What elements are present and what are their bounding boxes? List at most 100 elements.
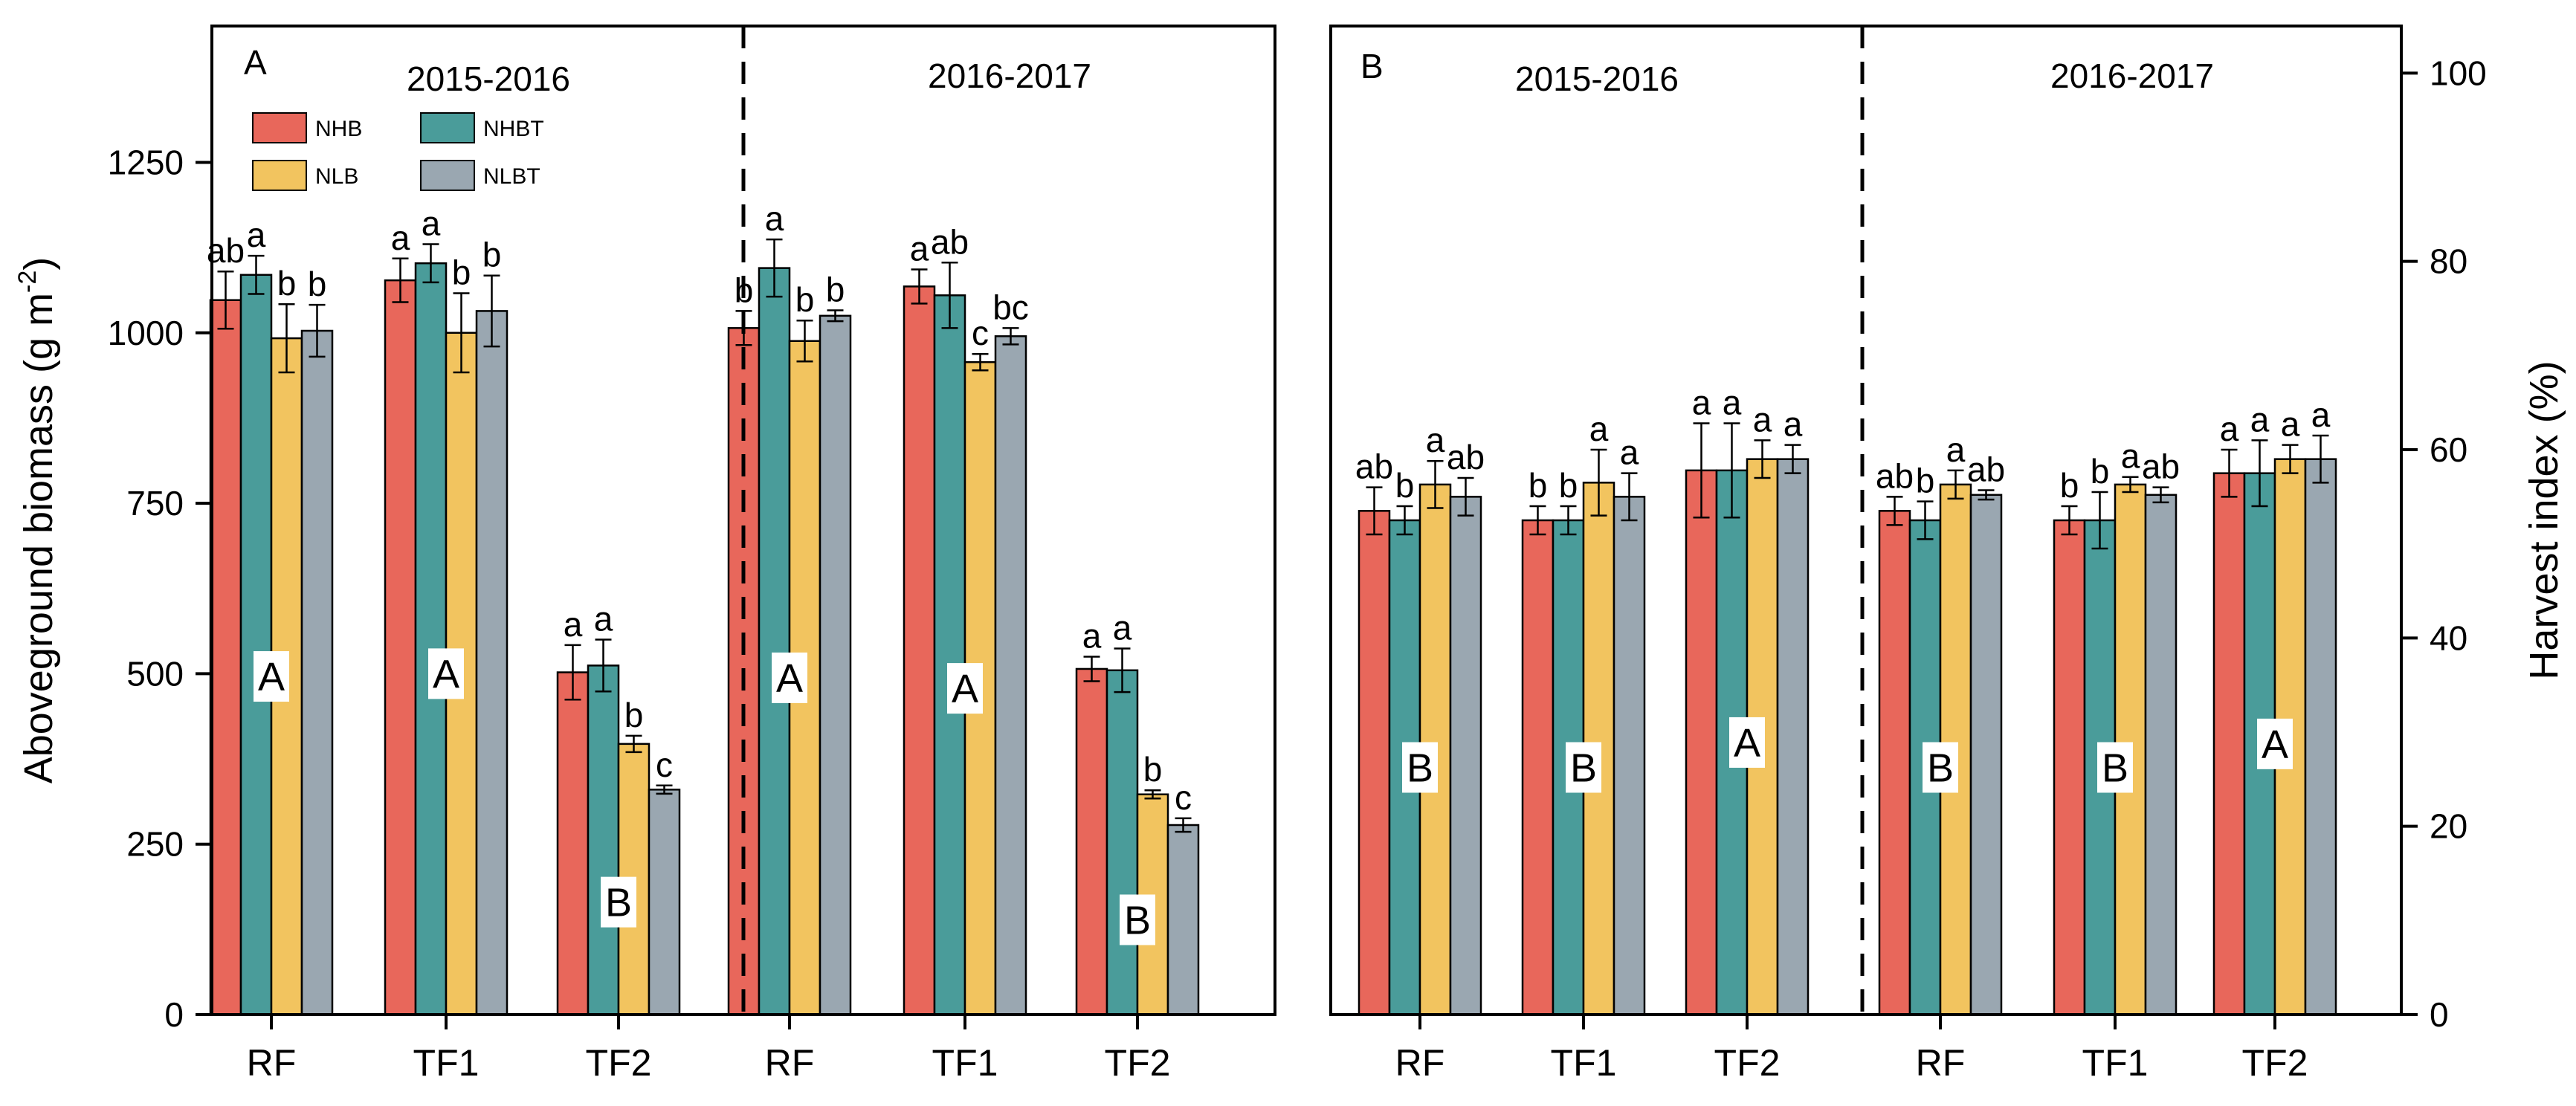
panel-a-x-tick-label: TF1 [932, 1042, 998, 1084]
panel-b-group-letter: A [2262, 722, 2288, 767]
panel-b-bar-nlbt [2304, 458, 2337, 1016]
panel-b-significance-letter: b [2091, 452, 2110, 491]
panel-a-bar-nlbt [994, 335, 1027, 1016]
panel-b-significance-letter: a [1723, 384, 1742, 422]
panel-a-group-letter: A [776, 656, 803, 701]
panel-a-significance-letter: b [452, 253, 471, 292]
panel-b-y-tick-label: 80 [2430, 242, 2467, 281]
panel-b-significance-letter: ab [1355, 447, 1393, 486]
panel-b-significance-letter: a [1692, 384, 1711, 422]
panel-a-group-letter: A [952, 667, 978, 711]
panel-a-x-tick-label: TF1 [413, 1042, 480, 1084]
panel-b-x-tick-label: TF1 [2082, 1042, 2149, 1084]
panel-a-period-2: 2016-2017 [928, 56, 1091, 95]
panel-a-y-axis-title: Aboveground biomass (g m-2) [13, 257, 61, 784]
panel-b-significance-letter: ab [1876, 456, 1914, 495]
panel-a-y-tick-label: 750 [126, 484, 184, 523]
panel-b-significance-letter: a [1426, 421, 1445, 459]
legend-label-nhb: NHB [315, 117, 362, 141]
panel-b-y-tick-label: 100 [2430, 54, 2487, 92]
panel-b-label: B [1360, 47, 1384, 85]
panel-b-significance-letter: ab [2142, 447, 2180, 486]
panel-a-significance-letter: c [972, 314, 989, 352]
panel-b-x-tick-label: RF [1395, 1042, 1445, 1084]
panel-b-y-axis-title: Harvest index (%) [2522, 360, 2566, 679]
panel-b-bar-nlbt [1613, 496, 1646, 1016]
panel-b-y-tick-label: 40 [2430, 618, 2467, 657]
panel-b-significance-letter: a [2250, 400, 2270, 439]
panel-a-significance-letter: c [1175, 778, 1192, 817]
panel-a-bar-nhb [556, 671, 590, 1016]
panel-a-bar-nlbt [1166, 824, 1200, 1016]
panel-a-significance-letter: b [826, 270, 845, 308]
panel-a-bar-nhbt [414, 262, 448, 1016]
panel-a-bar-nhbt [239, 274, 273, 1016]
panel-a-bar-nlbt [300, 329, 334, 1016]
panel-b-significance-letter: ab [1447, 438, 1485, 476]
legend-swatch-nlbt [420, 160, 475, 191]
panel-b-group-letter-box [1729, 717, 1765, 768]
panel-a-bar-nhb [903, 285, 936, 1016]
panel-a-significance-letter: bc [992, 288, 1029, 326]
panel-b-significance-letter: a [1589, 410, 1609, 448]
panel-a-bar-nlbt [819, 314, 852, 1016]
legend-swatch-nlb [252, 160, 307, 191]
panel-b-group-letter-box [2097, 742, 2133, 793]
panel-a-bar-nhb [1075, 667, 1108, 1016]
panel-a-bar-nlbt [475, 310, 509, 1016]
panel-b-group-letter: B [1570, 746, 1597, 791]
panel-b-significance-letter: b [1559, 466, 1578, 505]
panel-a-bar-nhbt [933, 294, 966, 1016]
legend-label-nlb: NLB [315, 164, 358, 189]
panel-b-bar-nhb [1358, 510, 1391, 1016]
panel-b-significance-letter: a [2311, 395, 2331, 434]
panel-a-significance-letter: b [482, 236, 502, 274]
panel-b-significance-letter: a [1783, 405, 1803, 444]
panel-a-significance-letter: a [564, 605, 583, 644]
panel-a-y-tick-label: 0 [164, 995, 184, 1034]
panel-a-bar-nlbt [648, 789, 681, 1016]
panel-b-significance-letter: b [2060, 466, 2079, 505]
panel-b-bar-nhb [2053, 519, 2086, 1016]
panel-a-significance-letter: b [308, 265, 327, 303]
panel-a-group-letter-box [254, 651, 289, 702]
panel-b-significance-letter: a [2121, 437, 2140, 476]
panel-a-y-tick-label: 1250 [108, 143, 184, 181]
panel-b-bar-nhb [1685, 469, 1718, 1016]
panel-b-period-2: 2016-2017 [2050, 56, 2214, 95]
panel-a-significance-letter: a [765, 199, 784, 238]
panel-a-x-tick-label: TF2 [1105, 1042, 1171, 1084]
panel-a-group-letter: B [1124, 899, 1151, 943]
panel-b-group-letter: A [1734, 721, 1760, 766]
legend-swatch-nhb [252, 112, 307, 143]
panel-a-y-tick-label: 1000 [108, 314, 184, 352]
panel-a-significance-letter: a [1082, 616, 1102, 655]
panel-b-bar-nlbt [2144, 494, 2178, 1016]
panel-b-bar-nlbt [1969, 494, 2003, 1016]
panel-a-significance-letter: a [391, 219, 410, 257]
panel-a-significance-letter: a [1113, 608, 1132, 647]
panel-b-group-letter-box [1402, 742, 1438, 793]
panel-b-bar-nhb [1878, 510, 1911, 1016]
panel-b-significance-letter: a [2281, 405, 2300, 444]
panel-a-bar-nhbt [587, 664, 620, 1016]
panel-b-significance-letter: b [1529, 466, 1548, 505]
panel-a-group-letter: B [605, 881, 632, 925]
panel-b-x-tick-label: RF [1916, 1042, 1966, 1084]
panel-a-significance-letter: c [656, 746, 673, 784]
panel-b-y-tick-label: 0 [2430, 995, 2449, 1034]
panel-b-group-letter-box [1566, 742, 1601, 793]
panel-a-bar-nhb [209, 299, 242, 1016]
panel-b-significance-letter: ab [1967, 450, 2005, 488]
panel-a-significance-letter: a [594, 600, 613, 638]
panel-b-bar-nhb [2212, 472, 2246, 1016]
panel-a-group-letter-box [1120, 894, 1155, 945]
panel-a-x-tick-label: RF [247, 1042, 297, 1084]
panel-a-significance-letter: b [795, 280, 815, 319]
panel-b-significance-letter: b [1395, 466, 1415, 505]
panel-b-significance-letter: a [1753, 400, 1772, 439]
panel-b-significance-letter: b [1916, 462, 1935, 500]
panel-b-significance-letter: a [1946, 430, 1966, 469]
